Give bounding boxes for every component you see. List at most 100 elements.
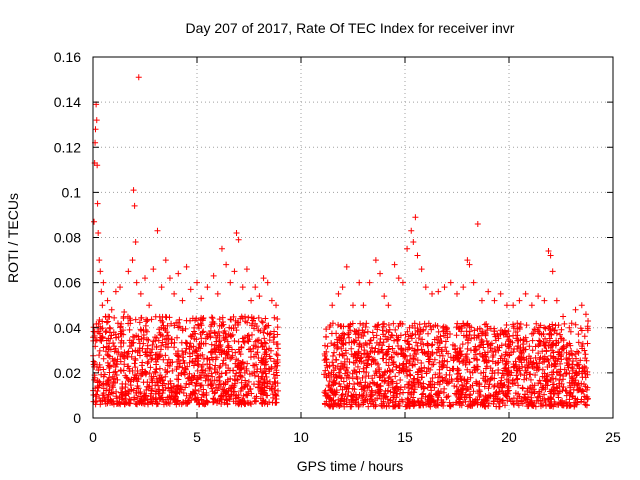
data-point	[353, 369, 360, 376]
data-point	[480, 369, 487, 376]
data-point	[418, 398, 425, 405]
data-point	[159, 313, 166, 320]
data-point	[392, 373, 399, 380]
data-point	[189, 349, 196, 356]
data-point	[330, 378, 337, 385]
data-point	[144, 317, 151, 324]
data-point	[484, 394, 491, 401]
data-point	[524, 365, 531, 372]
data-point	[229, 367, 236, 374]
data-point	[517, 344, 524, 351]
data-point	[494, 343, 501, 350]
data-point	[231, 338, 238, 345]
data-point	[216, 316, 223, 323]
data-point	[133, 372, 140, 379]
data-point	[495, 369, 502, 376]
data-point	[329, 302, 336, 309]
data-point	[109, 390, 116, 397]
data-point	[333, 374, 340, 381]
data-point	[567, 402, 574, 409]
data-point	[372, 257, 379, 264]
data-point	[159, 333, 166, 340]
data-point	[175, 348, 182, 355]
data-point	[579, 364, 586, 371]
data-point	[557, 331, 564, 338]
data-point	[129, 257, 136, 264]
data-point	[212, 384, 219, 391]
data-point	[395, 275, 402, 282]
data-point	[239, 358, 246, 365]
data-point	[350, 302, 356, 309]
data-point	[175, 376, 182, 383]
data-point	[219, 319, 226, 326]
data-point	[188, 373, 195, 380]
data-point	[395, 343, 402, 350]
data-point	[168, 336, 175, 343]
data-point	[233, 229, 240, 236]
data-point	[453, 383, 460, 390]
data-point	[271, 314, 278, 321]
data-point	[159, 339, 166, 346]
data-point	[514, 375, 521, 382]
data-point	[132, 239, 139, 246]
data-point	[238, 344, 245, 351]
data-point	[195, 397, 202, 404]
data-point	[404, 245, 411, 252]
data-point	[214, 397, 221, 404]
data-point	[270, 358, 277, 365]
data-point	[212, 362, 219, 369]
data-point	[528, 302, 535, 309]
data-point	[94, 200, 101, 207]
data-point	[134, 367, 141, 374]
data-point	[96, 394, 103, 401]
data-point	[542, 343, 549, 350]
data-point	[453, 332, 460, 339]
data-point	[414, 357, 421, 364]
data-point	[340, 336, 347, 343]
data-point	[336, 351, 343, 358]
data-point	[460, 320, 467, 327]
data-point	[491, 328, 498, 335]
data-point	[440, 362, 447, 369]
data-point	[503, 360, 510, 367]
data-point	[192, 382, 199, 389]
data-point	[229, 346, 236, 353]
data-point	[131, 202, 138, 209]
data-point	[97, 268, 104, 275]
data-point	[525, 359, 532, 366]
data-point	[152, 356, 159, 363]
data-point	[481, 321, 488, 328]
data-point	[585, 317, 592, 324]
data-point	[216, 364, 223, 371]
data-point	[438, 363, 445, 370]
data-point	[536, 390, 543, 397]
data-point	[542, 335, 549, 342]
data-point	[195, 388, 202, 395]
data-point	[255, 355, 262, 362]
data-point	[118, 320, 125, 327]
data-point	[578, 343, 585, 350]
data-point	[143, 316, 150, 323]
data-point	[197, 345, 204, 352]
data-point	[214, 369, 221, 376]
data-point	[527, 371, 534, 378]
data-point	[399, 279, 406, 286]
data-point	[443, 394, 450, 401]
data-point	[416, 321, 423, 328]
data-point	[453, 376, 460, 383]
data-point	[529, 402, 536, 409]
data-point	[499, 370, 506, 377]
data-point	[369, 379, 376, 386]
data-point	[463, 328, 470, 335]
data-point	[471, 398, 478, 405]
data-point	[408, 335, 415, 342]
data-point	[339, 350, 346, 357]
data-point	[222, 379, 229, 386]
data-point	[101, 371, 108, 378]
data-point	[168, 392, 175, 399]
data-point	[432, 391, 439, 398]
data-point	[187, 340, 194, 347]
data-point	[113, 371, 120, 378]
data-point	[528, 394, 535, 401]
data-point	[547, 344, 554, 351]
